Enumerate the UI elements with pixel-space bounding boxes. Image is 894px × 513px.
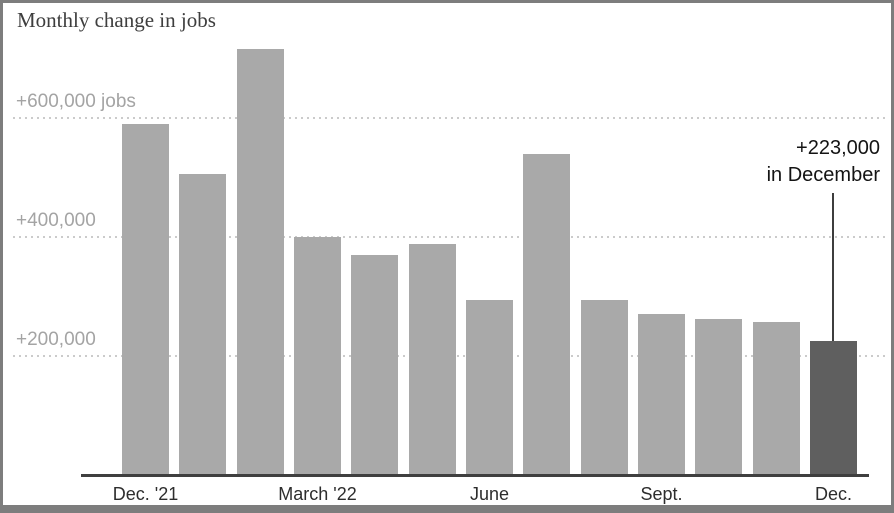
y-axis-label: +400,000 [16, 210, 96, 231]
chart-title: Monthly change in jobs [17, 8, 216, 32]
bar-sept-22 [637, 313, 685, 474]
x-axis-label: March '22 [278, 484, 357, 504]
bar-april-22 [351, 255, 399, 474]
bar-june-22 [465, 299, 513, 474]
bar-jan-22 [179, 174, 227, 474]
bar-march-22 [293, 237, 341, 474]
chart-plot-area: +200,000 +400,000 +600,000 jobs Dec. '21 Mar… [3, 3, 891, 505]
annotation: +223,000 in December [767, 135, 880, 189]
bar-oct-22 [695, 318, 743, 474]
x-axis-label: Sept. [640, 484, 683, 504]
annotation-label: in December [766, 164, 880, 186]
bar-july-22 [523, 154, 571, 474]
x-axis-label: Dec. '21 [112, 484, 179, 504]
bar-may-22 [408, 244, 456, 474]
gridline [13, 236, 887, 238]
bar-nov-22 [752, 321, 800, 474]
bar-dec-22 [809, 341, 857, 474]
x-axis-label: Dec. [814, 484, 852, 504]
annotation-value: +223,000 [796, 137, 880, 159]
x-axis-label: June [469, 484, 509, 504]
bar-feb-22 [236, 49, 284, 474]
bar-dec-21 [122, 124, 169, 474]
y-axis-label: +600,000 jobs [16, 91, 136, 112]
bar-aug-22 [580, 300, 628, 474]
y-axis-label: +200,000 [16, 329, 96, 350]
gridline [13, 117, 887, 119]
x-axis-line [81, 474, 869, 477]
annotation-pointer-line [832, 193, 835, 342]
